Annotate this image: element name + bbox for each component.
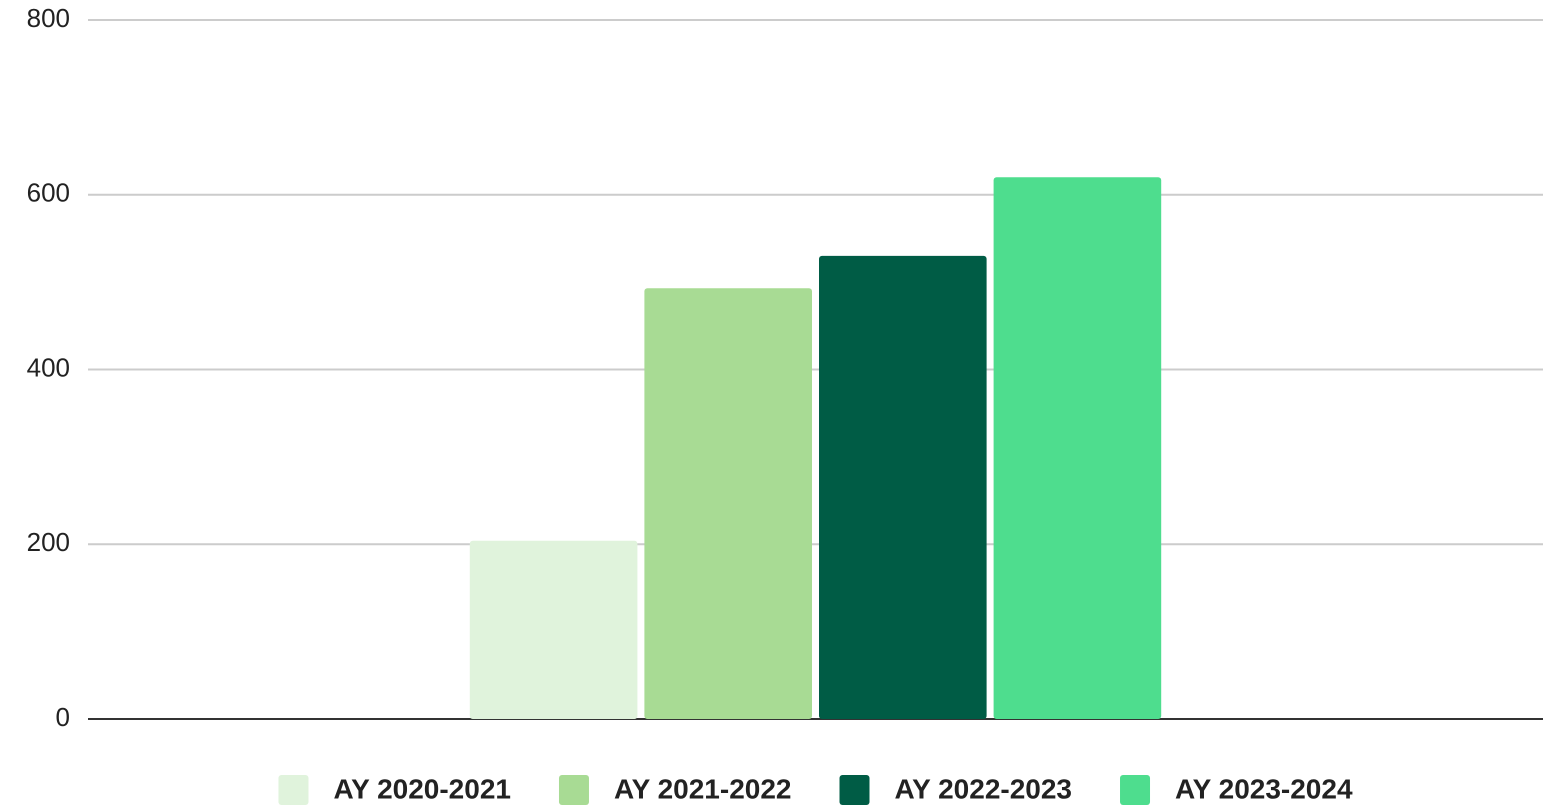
- legend-label: AY 2021-2022: [614, 773, 792, 804]
- bar: [469, 540, 638, 719]
- bar: [819, 255, 987, 719]
- y-tick-label: 600: [27, 178, 70, 208]
- legend-swatch: [558, 775, 589, 805]
- y-tick-label: 0: [56, 702, 70, 732]
- legend-label: AY 2023-2024: [1175, 773, 1353, 804]
- legend-swatch: [1120, 775, 1151, 805]
- y-tick-label: 800: [27, 3, 70, 33]
- bar: [644, 288, 812, 719]
- legend-swatch: [839, 775, 870, 805]
- legend-label: AY 2020-2021: [333, 773, 511, 804]
- legend-label: AY 2022-2023: [895, 773, 1073, 804]
- bar: [993, 177, 1162, 719]
- legend-swatch: [278, 775, 309, 805]
- y-tick-label: 400: [27, 352, 70, 382]
- y-tick-label: 200: [27, 527, 70, 557]
